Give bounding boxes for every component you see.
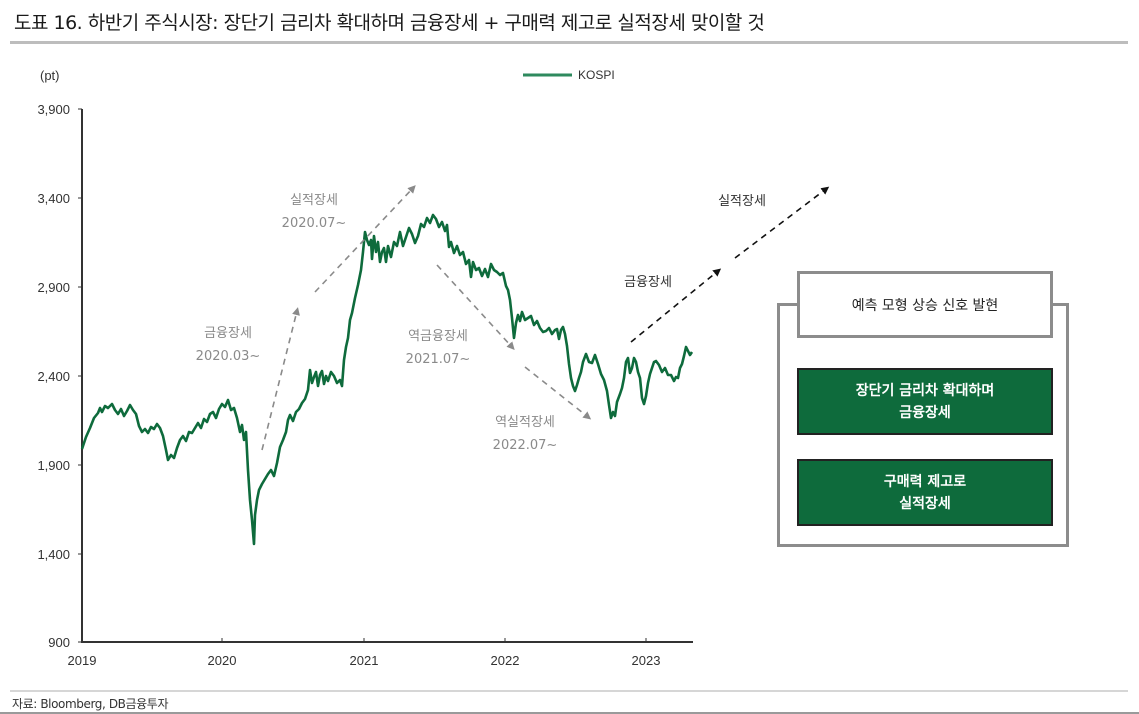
annotation-label: 금융장세 xyxy=(204,326,252,341)
x-tick-label: 2019 xyxy=(68,653,97,668)
legend: KOSPI xyxy=(523,68,615,82)
forecast-label: 금융장세 xyxy=(624,275,672,290)
y-tick-label: 2,900 xyxy=(37,280,70,295)
signal-box-text: 금융장세 xyxy=(899,404,951,421)
kospi-series-line xyxy=(80,213,694,546)
signal-box-earnings: 구매력 제고로 실적장세 xyxy=(797,459,1053,526)
x-tick-label: 2022 xyxy=(491,653,520,668)
y-tick-label: 3,900 xyxy=(37,102,70,117)
y-tick-label: 1,400 xyxy=(37,547,70,562)
arrow-earnings-rally-2020 xyxy=(314,185,416,293)
source-note: 자료: Bloomberg, DB금융투자 xyxy=(12,697,169,711)
title-divider xyxy=(10,41,1128,44)
arrow-reverse-earnings-2022 xyxy=(524,366,592,420)
x-tick-label: 2020 xyxy=(208,653,237,668)
annotation-date: 2020.03~ xyxy=(196,349,261,364)
signal-box-text: 구매력 제고로 xyxy=(883,473,967,490)
legend-label: KOSPI xyxy=(578,68,615,82)
annotation-date: 2020.07~ xyxy=(282,216,347,231)
annotation-date: 2021.07~ xyxy=(406,352,471,367)
footer-divider xyxy=(10,690,1128,692)
signal-box-text: 장단기 금리차 확대하며 xyxy=(855,382,995,399)
signal-box-financial: 장단기 금리차 확대하며 금융장세 xyxy=(797,368,1053,435)
arrow-forecast-financial xyxy=(630,268,722,343)
chart-title: 도표 16. 하반기 주식시장: 장단기 금리차 확대하며 금융장세 + 구매력… xyxy=(14,12,765,34)
signal-box-text: 실적장세 xyxy=(899,495,951,512)
bottom-divider xyxy=(0,712,1139,714)
y-unit-label: (pt) xyxy=(40,68,60,83)
y-tick-label: 2,400 xyxy=(37,369,70,384)
arrow-forecast-earnings xyxy=(734,186,830,259)
x-tick-label: 2021 xyxy=(350,653,379,668)
y-tick-label: 900 xyxy=(48,635,70,650)
annotation-label: 역실적장세 xyxy=(495,415,555,430)
annotation-label: 역금융장세 xyxy=(408,329,468,344)
annotation-date: 2022.07~ xyxy=(493,438,558,453)
arrow-financial-rally-2020 xyxy=(261,307,300,451)
x-tick-label: 2023 xyxy=(632,653,661,668)
arrow-reverse-financial-2021 xyxy=(436,264,515,350)
signal-panel-header: 예측 모형 상승 신호 발현 xyxy=(797,271,1053,338)
y-tick-label: 3,400 xyxy=(37,191,70,206)
forecast-label: 실적장세 xyxy=(718,194,766,209)
x-ticks: 2019 2020 2021 2022 2023 xyxy=(68,638,661,668)
y-tick-label: 1,900 xyxy=(37,458,70,473)
annotation-label: 실적장세 xyxy=(290,193,338,208)
y-ticks: 3,900 3,400 2,900 2,400 1,900 1,400 900 xyxy=(37,102,82,650)
